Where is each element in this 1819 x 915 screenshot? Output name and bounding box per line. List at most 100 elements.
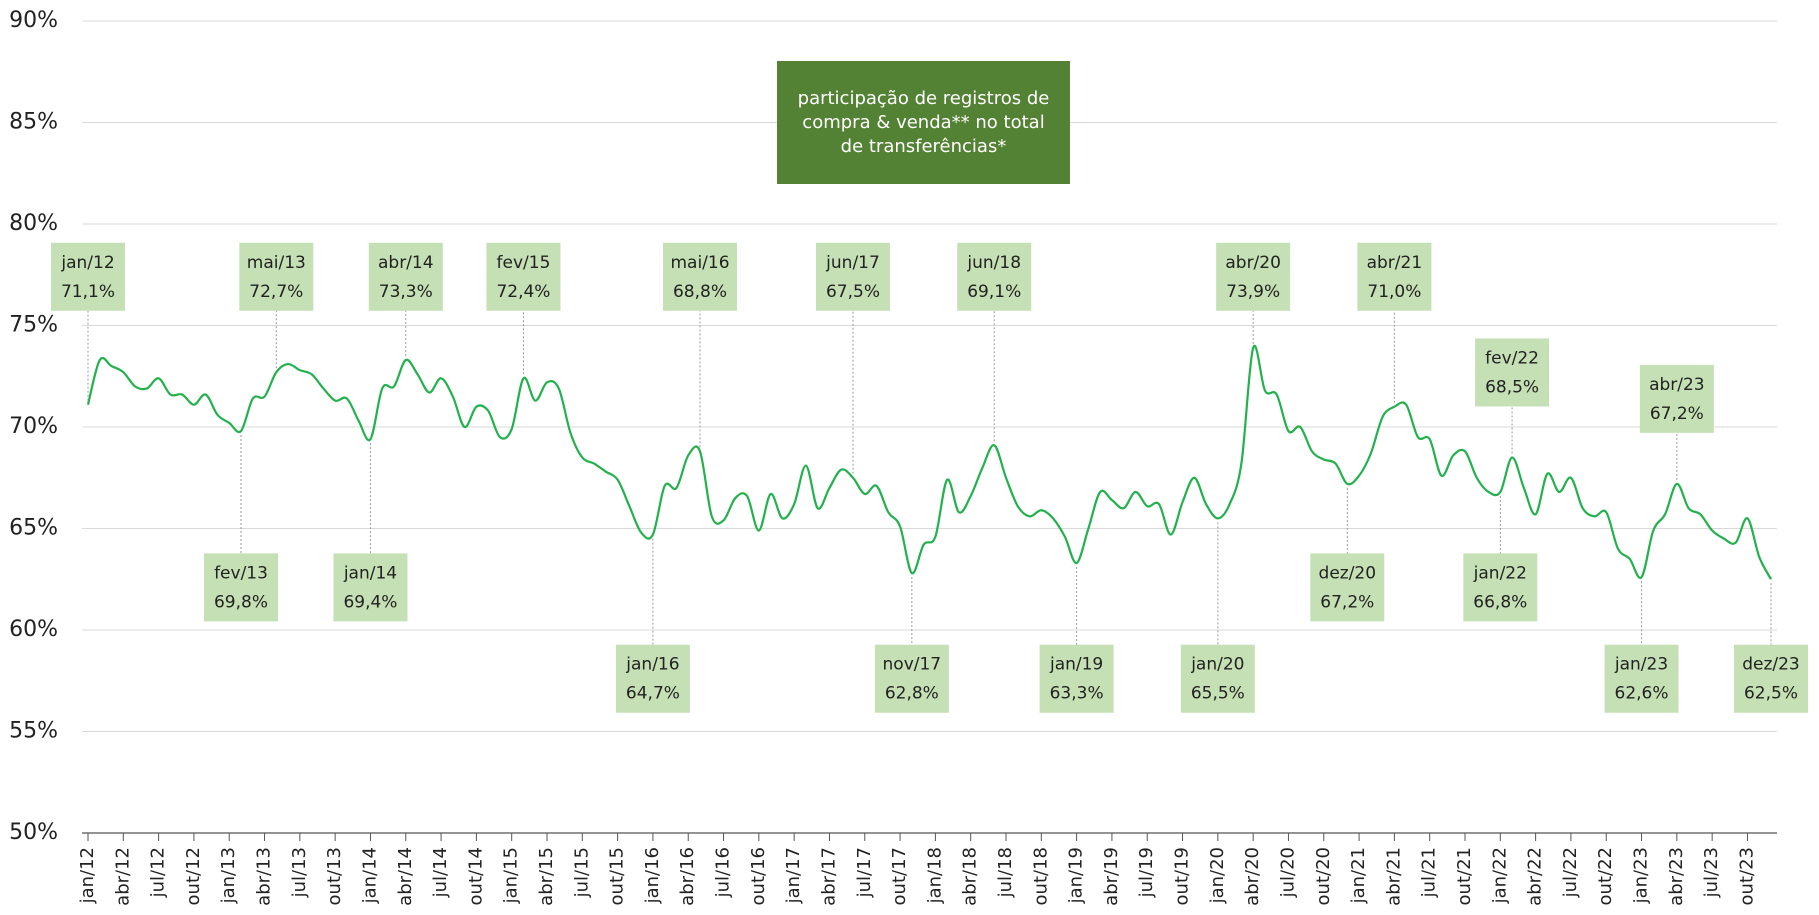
x-tick-label: jul/21 <box>1419 847 1440 898</box>
x-tick-label: out/22 <box>1595 847 1616 905</box>
label-box <box>1180 644 1255 713</box>
y-tick-label: 75% <box>9 313 58 338</box>
label-box <box>1734 644 1808 713</box>
x-tick-label: jan/18 <box>924 847 945 904</box>
x-tick-label: jul/20 <box>1277 847 1298 898</box>
x-tick-label: out/20 <box>1313 847 1334 905</box>
point-label: fev/13 <box>214 563 268 583</box>
point-label: jan/22 <box>1473 563 1527 583</box>
value-label: 65,5% <box>1191 684 1245 704</box>
label-box <box>1216 242 1291 311</box>
value-label: 63,3% <box>1050 684 1104 704</box>
value-label: 69,1% <box>967 282 1021 302</box>
x-tick-label: jan/19 <box>1066 847 1087 904</box>
x-tick-label: jul/22 <box>1560 847 1581 898</box>
x-tick-label: jan/23 <box>1631 847 1652 904</box>
point-label: dez/23 <box>1742 655 1800 675</box>
value-label: 68,5% <box>1485 377 1539 397</box>
value-label: 69,4% <box>343 592 397 612</box>
value-label: 71,0% <box>1367 282 1421 302</box>
x-tick-label: out/12 <box>183 847 204 905</box>
x-tick-label: jan/16 <box>642 847 663 904</box>
point-label: jan/16 <box>625 655 679 675</box>
label-box <box>51 242 125 311</box>
x-tick-label: jul/23 <box>1701 847 1722 898</box>
point-label: dez/20 <box>1319 563 1377 583</box>
y-tick-label: 50% <box>9 820 58 845</box>
point-label: jan/20 <box>1190 655 1244 675</box>
y-tick-label: 80% <box>9 211 58 236</box>
label-box <box>1463 553 1538 622</box>
chart-title: participação de registros de compra & ve… <box>777 61 1070 184</box>
x-tick-label: out/13 <box>324 847 345 905</box>
label-box <box>1639 364 1714 433</box>
x-tick-label: jan/14 <box>359 847 380 904</box>
label-box <box>816 242 890 311</box>
x-tick-label: out/16 <box>748 847 769 905</box>
y-tick-label: 65% <box>9 516 58 541</box>
label-box <box>204 553 278 622</box>
y-tick-label: 55% <box>9 719 58 744</box>
point-label: jan/23 <box>1614 655 1668 675</box>
x-tick-label: abr/16 <box>677 847 698 906</box>
x-tick-label: jul/19 <box>1136 847 1157 898</box>
point-label: mai/16 <box>670 253 729 273</box>
label-box <box>663 242 737 311</box>
point-label: fev/15 <box>497 253 551 273</box>
x-tick-label: jan/13 <box>218 847 239 904</box>
x-tick-label: out/19 <box>1172 847 1193 905</box>
x-tick-label: abr/23 <box>1666 847 1687 906</box>
value-label: 64,7% <box>626 684 680 704</box>
x-tick-label: jan/15 <box>501 847 522 904</box>
x-tick-label: out/18 <box>1030 847 1051 905</box>
x-tick-label: jul/12 <box>148 847 169 898</box>
value-label: 73,3% <box>379 282 433 302</box>
label-box <box>1604 644 1679 713</box>
x-tick-label: jan/20 <box>1207 847 1228 904</box>
point-label: mai/13 <box>247 253 306 273</box>
label-box <box>1310 553 1385 622</box>
label-box <box>874 644 949 713</box>
point-label: jan/14 <box>343 563 397 583</box>
value-label: 67,5% <box>826 282 880 302</box>
value-label: 67,2% <box>1320 592 1374 612</box>
point-label: abr/20 <box>1225 253 1281 273</box>
x-tick-label: jul/15 <box>571 847 592 898</box>
x-tick-label: abr/13 <box>254 847 275 906</box>
x-tick-label: out/23 <box>1736 847 1757 905</box>
x-tick-label: abr/15 <box>536 847 557 906</box>
value-label: 62,8% <box>885 684 939 704</box>
x-tick-label: abr/12 <box>112 847 133 906</box>
x-tick-label: out/14 <box>465 847 486 905</box>
x-tick-label: jul/14 <box>430 847 451 898</box>
x-tick-label: out/17 <box>889 847 910 905</box>
label-box <box>1357 242 1432 311</box>
value-label: 73,9% <box>1226 282 1280 302</box>
label-box <box>615 644 690 713</box>
y-tick-label: 60% <box>9 617 58 642</box>
x-tick-label: jan/17 <box>783 847 804 904</box>
x-tick-label: abr/21 <box>1383 847 1404 906</box>
x-tick-label: jul/13 <box>289 847 310 898</box>
label-box <box>1039 644 1114 713</box>
x-tick-label: out/15 <box>607 847 628 905</box>
value-label: 62,6% <box>1615 684 1669 704</box>
value-label: 72,4% <box>496 282 550 302</box>
x-tick-label: jan/22 <box>1489 847 1510 904</box>
label-box <box>368 242 443 311</box>
x-tick-label: abr/20 <box>1242 847 1263 906</box>
point-label: fev/22 <box>1485 348 1539 368</box>
value-label: 68,8% <box>673 282 727 302</box>
point-label: abr/14 <box>378 253 434 273</box>
value-label: 71,1% <box>61 282 115 302</box>
point-label: jun/18 <box>966 253 1021 273</box>
x-tick-label: jul/17 <box>854 847 875 898</box>
value-label: 62,5% <box>1744 684 1798 704</box>
line <box>86 344 1772 580</box>
y-tick-label: 90% <box>9 8 58 33</box>
label-box <box>486 242 561 311</box>
y-tick-label: 70% <box>9 414 58 439</box>
point-label: jan/12 <box>60 253 114 273</box>
y-tick-label: 85% <box>9 110 58 135</box>
